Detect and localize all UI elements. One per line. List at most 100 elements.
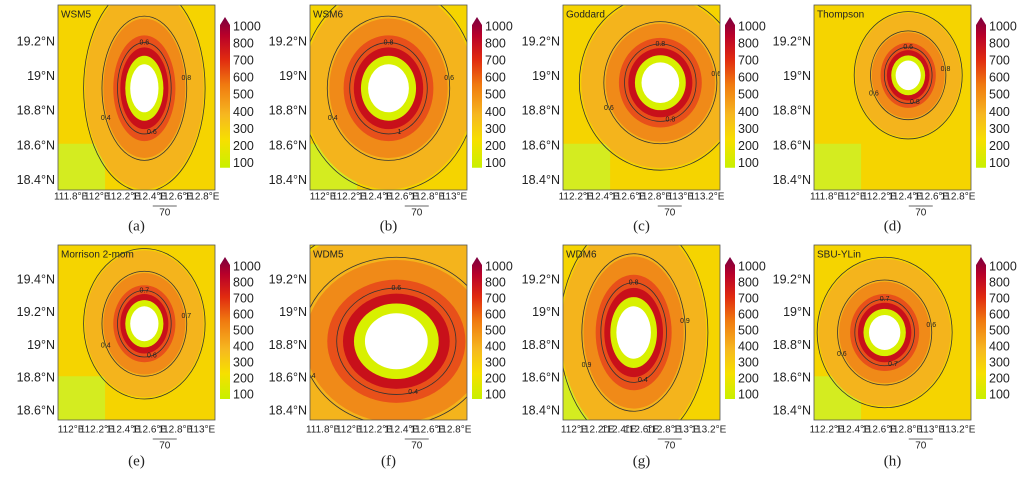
contour bbox=[117, 42, 172, 135]
y-tick-label: 18.4°N bbox=[269, 173, 307, 187]
contour-label: 1 bbox=[397, 129, 401, 136]
x-tick-label: 112.6°E bbox=[158, 192, 193, 203]
x-tick-label: 112.6°E bbox=[914, 192, 949, 203]
colorbar-label: 100 bbox=[989, 156, 1010, 170]
y-tick-label: 19°N bbox=[783, 305, 811, 319]
map: 0.6 0.8 0.8 0.6 bbox=[814, 5, 971, 190]
colorbar-label: 500 bbox=[738, 88, 759, 102]
contour bbox=[624, 43, 697, 122]
contour-label: 0.6 bbox=[604, 105, 614, 112]
map-frame bbox=[309, 244, 468, 421]
colorbar-label: 800 bbox=[989, 275, 1010, 289]
colorbar-label: 100 bbox=[485, 156, 506, 170]
map-frame bbox=[562, 4, 721, 191]
eye bbox=[130, 306, 159, 342]
contour-label: 0.9 bbox=[582, 362, 592, 369]
colorbar-label: 100 bbox=[738, 156, 759, 170]
colorbar-label: 200 bbox=[233, 139, 254, 153]
x-tick-label: 111.8°E bbox=[306, 425, 341, 436]
panel-name: Thompson bbox=[817, 10, 864, 21]
contour-label: 0.6 bbox=[903, 44, 913, 51]
contour-label: 0.6 bbox=[147, 129, 157, 136]
x-tick-label: 112.6°E bbox=[624, 425, 659, 436]
colorbar-label: 300 bbox=[233, 355, 254, 369]
contour bbox=[83, 248, 206, 400]
colorbar-label: 500 bbox=[233, 323, 254, 337]
colorbar-label: 800 bbox=[738, 36, 759, 50]
contour-label: 0.8 bbox=[666, 117, 676, 124]
colorbar-label: 1000 bbox=[989, 259, 1017, 273]
contour-label: 0.6 bbox=[869, 91, 879, 98]
colorbar-label: 300 bbox=[233, 122, 254, 136]
x-tick-label: 112.2°E bbox=[80, 425, 115, 436]
colorbar-label: 400 bbox=[989, 105, 1010, 119]
panel: 0.8 0.6 1 0.4 WSM6 19.2°N 19°N 18.8°N 18.6°N 18.4… bbox=[269, 4, 513, 234]
colorbar-label: 700 bbox=[738, 53, 759, 67]
colorbar-label: 600 bbox=[233, 307, 254, 321]
caption: (a) bbox=[128, 218, 145, 234]
colorbar-label: 500 bbox=[738, 323, 759, 337]
eye bbox=[868, 315, 901, 350]
colorbar-label: 1000 bbox=[485, 259, 513, 273]
map-frame bbox=[309, 4, 468, 191]
vector-label: 70 bbox=[915, 441, 927, 452]
colorbar-label: 600 bbox=[485, 307, 506, 321]
colorbar-label: 300 bbox=[738, 355, 759, 369]
y-tick-label: 19.4°N bbox=[17, 272, 55, 286]
map: 0.8 0.6 0.8 0.6 bbox=[563, 5, 721, 190]
colorbar-label: 800 bbox=[485, 36, 506, 50]
x-tick-label: 112.8°E bbox=[158, 425, 193, 436]
colorbar-label: 400 bbox=[738, 105, 759, 119]
colorbar-label: 700 bbox=[233, 53, 254, 67]
x-tick-label: 113.2°E bbox=[691, 425, 726, 436]
y-tick-label: 19.2°N bbox=[522, 34, 560, 48]
colorbar-label: 200 bbox=[233, 371, 254, 385]
vector-label: 70 bbox=[915, 208, 927, 219]
x-tick-label: 112.8°E bbox=[184, 192, 219, 203]
contour bbox=[870, 30, 947, 121]
caption: (g) bbox=[633, 453, 651, 469]
contour-label: 0.6 bbox=[837, 351, 847, 358]
colorbar-label: 100 bbox=[989, 387, 1010, 401]
map: 0.8 0.9 0.4 0.9 bbox=[563, 245, 720, 420]
contour-label: 0.6 bbox=[711, 71, 721, 78]
eye bbox=[364, 313, 428, 370]
contour-label: 0.7 bbox=[888, 361, 898, 368]
y-tick-label: 19.2°N bbox=[773, 272, 811, 286]
x-tick-label: 112.2°E bbox=[579, 425, 614, 436]
colorbar-label: 600 bbox=[233, 71, 254, 85]
panel: 0.7 0.7 0.6 0.4 Morrison 2-mom 19.4°N 19.2°N 19… bbox=[17, 244, 261, 469]
y-tick-label: 18.8°N bbox=[522, 104, 560, 118]
colorbar-label: 400 bbox=[233, 339, 254, 353]
contour bbox=[117, 290, 172, 358]
x-tick-label: 112.6°E bbox=[384, 192, 419, 203]
contour-label: 0.8 bbox=[910, 99, 920, 106]
colorbar-label: 600 bbox=[738, 71, 759, 85]
y-tick-label: 19°N bbox=[532, 305, 560, 319]
caption: (f) bbox=[381, 453, 396, 469]
x-tick-label: 113°E bbox=[667, 192, 694, 203]
x-tick-label: 112.6°E bbox=[410, 425, 445, 436]
colorbar-label: 800 bbox=[738, 275, 759, 289]
vector-label: 70 bbox=[159, 208, 171, 219]
x-tick-label: 112.4°E bbox=[602, 425, 637, 436]
colorbar-label: 1000 bbox=[233, 19, 261, 33]
colorbar-label: 400 bbox=[233, 105, 254, 119]
x-tick-label: 113°E bbox=[673, 425, 700, 436]
panel: 0.6 0.8 0.8 0.6 Thompson 19.2°N 19°N 18.8°N 18.6… bbox=[773, 4, 1017, 234]
vector-label: 70 bbox=[664, 441, 676, 452]
x-tick-label: 112.2°E bbox=[106, 192, 141, 203]
x-tick-label: 111.8°E bbox=[54, 192, 89, 203]
colorbar-label: 400 bbox=[989, 339, 1010, 353]
panel: 0.8 0.6 0.8 0.6 Goddard 19.2°N 19°N 18.8°N 18.6°… bbox=[522, 4, 766, 234]
colorbar-label: 700 bbox=[233, 291, 254, 305]
eye bbox=[641, 62, 680, 104]
y-tick-label: 18.4°N bbox=[773, 173, 811, 187]
vector-label: 70 bbox=[664, 208, 676, 219]
x-tick-label: 112.2°E bbox=[810, 425, 845, 436]
x-tick-label: 112.8°E bbox=[436, 425, 471, 436]
map-frame bbox=[57, 4, 216, 191]
colorbar-label: 800 bbox=[233, 275, 254, 289]
contour bbox=[883, 46, 933, 104]
caption: (h) bbox=[884, 453, 902, 469]
